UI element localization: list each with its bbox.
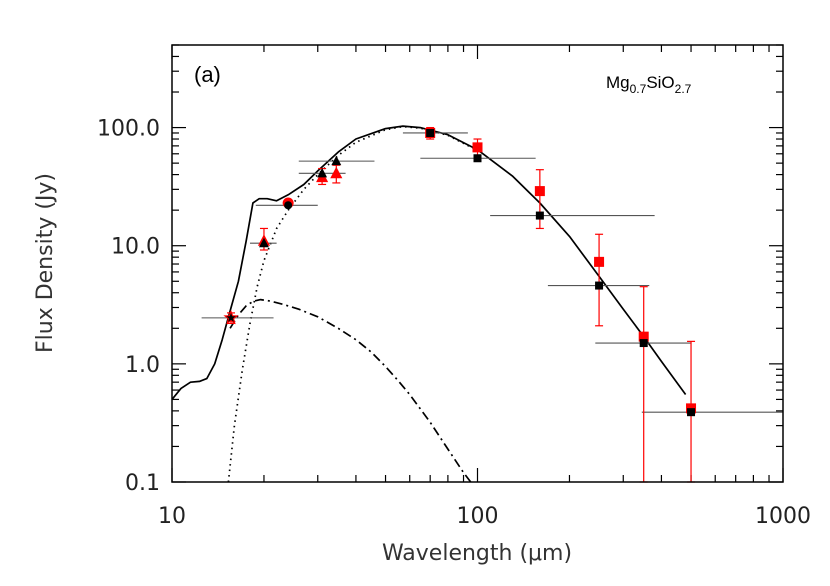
panel-label: (a) (194, 62, 221, 87)
black-square-point (595, 281, 604, 290)
model-curve-stellar-photosphere (229, 298, 472, 483)
markers-layer (223, 127, 697, 417)
y-tick-label: 1.0 (125, 353, 160, 378)
x-tick-label: 10 (158, 504, 186, 529)
black-square-point (473, 154, 482, 163)
red-square-point (472, 142, 483, 153)
red-square-point (638, 331, 649, 342)
x-axis-title: Wavelength (μm) (382, 541, 572, 566)
plot-frame (171, 44, 784, 483)
black-triangle-point (259, 237, 269, 248)
curves-layer (171, 125, 687, 483)
black-triangle-point (331, 155, 342, 166)
y-tick-label: 0.1 (125, 471, 160, 496)
y-tick-label: 100.0 (97, 117, 160, 142)
red-square-point (594, 256, 605, 267)
red-square-point (534, 186, 545, 197)
tick-labels: 10 100 1000 0.1 1.0 10.0 100.0 (97, 117, 811, 529)
black-circle-point (284, 201, 293, 210)
composition-base: Mg (606, 73, 630, 92)
model-curve-total-model (171, 125, 687, 400)
red-triangle-point (330, 166, 343, 179)
x-tick-label: 100 (457, 504, 499, 529)
y-axis-title: Flux Density (Jy) (33, 173, 58, 353)
composition-label: Mg0.7SiO2.7 (606, 73, 692, 96)
y-tick-label: 10.0 (111, 235, 160, 260)
black-square-point (426, 128, 435, 137)
black-triangle-point (317, 167, 328, 178)
composition-sub1: 0.7 (630, 82, 647, 96)
black-star-point (226, 312, 236, 322)
composition-sub2: 2.7 (675, 82, 692, 96)
composition-mid: SiO (646, 73, 674, 92)
black-square-point (535, 211, 544, 220)
black-square-point (639, 339, 648, 348)
black-square-point (687, 408, 696, 417)
x-tick-label: 1000 (755, 504, 811, 529)
